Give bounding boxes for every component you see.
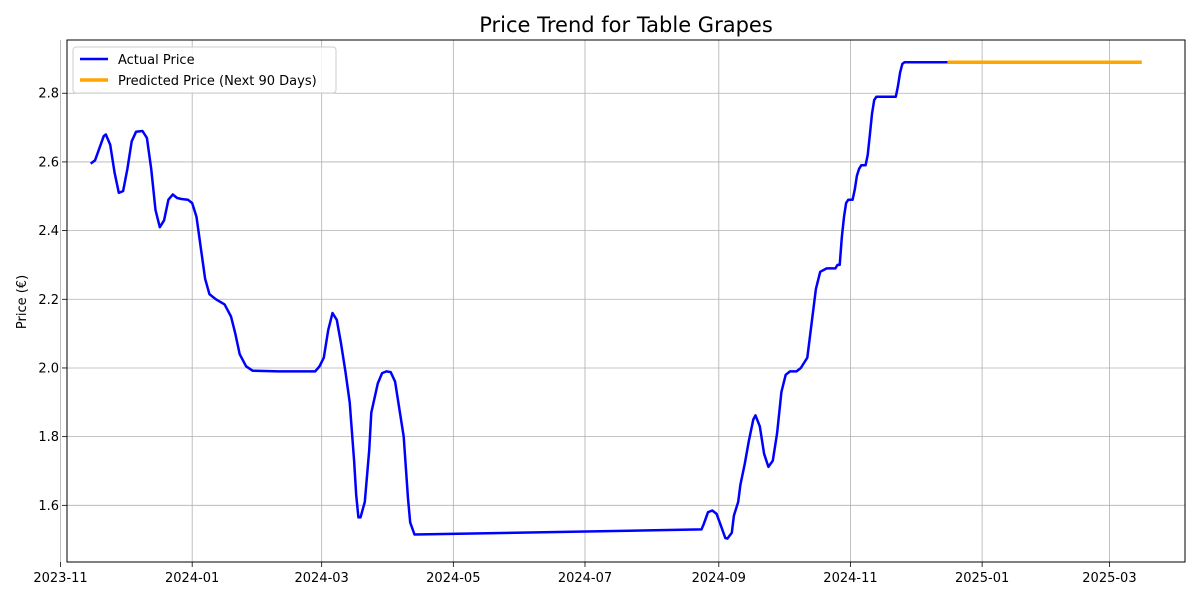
y-axis-ticks: 1.6 1.8 2.0 2.2 2.4 2.6 2.8 [38,87,67,514]
legend-label-actual: Actual Price [118,53,195,68]
x-tick-label: 2023-11 [33,571,87,586]
plot-frame [66,39,1186,563]
x-tick-label: 2024-01 [165,571,219,586]
grid-lines [60,40,1185,562]
x-tick-label: 2024-05 [426,571,480,586]
y-tick-label: 2.0 [38,361,59,376]
legend: Actual Price Predicted Price (Next 90 Da… [72,46,337,94]
x-axis-ticks: 2023-11 2024-01 2024-03 2024-05 2024-07 2024-… [33,562,1137,586]
x-tick-label: 2024-03 [295,571,349,586]
legend-label-predicted: Predicted Price (Next 90 Days) [118,74,317,89]
y-tick-label: 1.8 [38,430,59,445]
y-tick-label: 2.2 [38,293,59,308]
x-tick-label: 2024-09 [692,571,746,586]
actual-price-line [89,61,948,540]
y-tick-label: 2.4 [38,224,59,239]
x-tick-label: 2025-03 [1082,571,1136,586]
y-axis-label: Price (€) [15,275,30,329]
x-tick-label: 2025-01 [955,571,1009,586]
y-tick-label: 1.6 [38,499,59,514]
series-layer [89,60,1142,540]
x-tick-label: 2024-11 [823,571,877,586]
y-tick-label: 2.8 [38,87,59,102]
chart-title: Price Trend for Table Grapes [479,13,773,37]
x-tick-label: 2024-07 [558,571,612,586]
y-tick-label: 2.6 [38,155,59,170]
legend-box [72,46,337,94]
